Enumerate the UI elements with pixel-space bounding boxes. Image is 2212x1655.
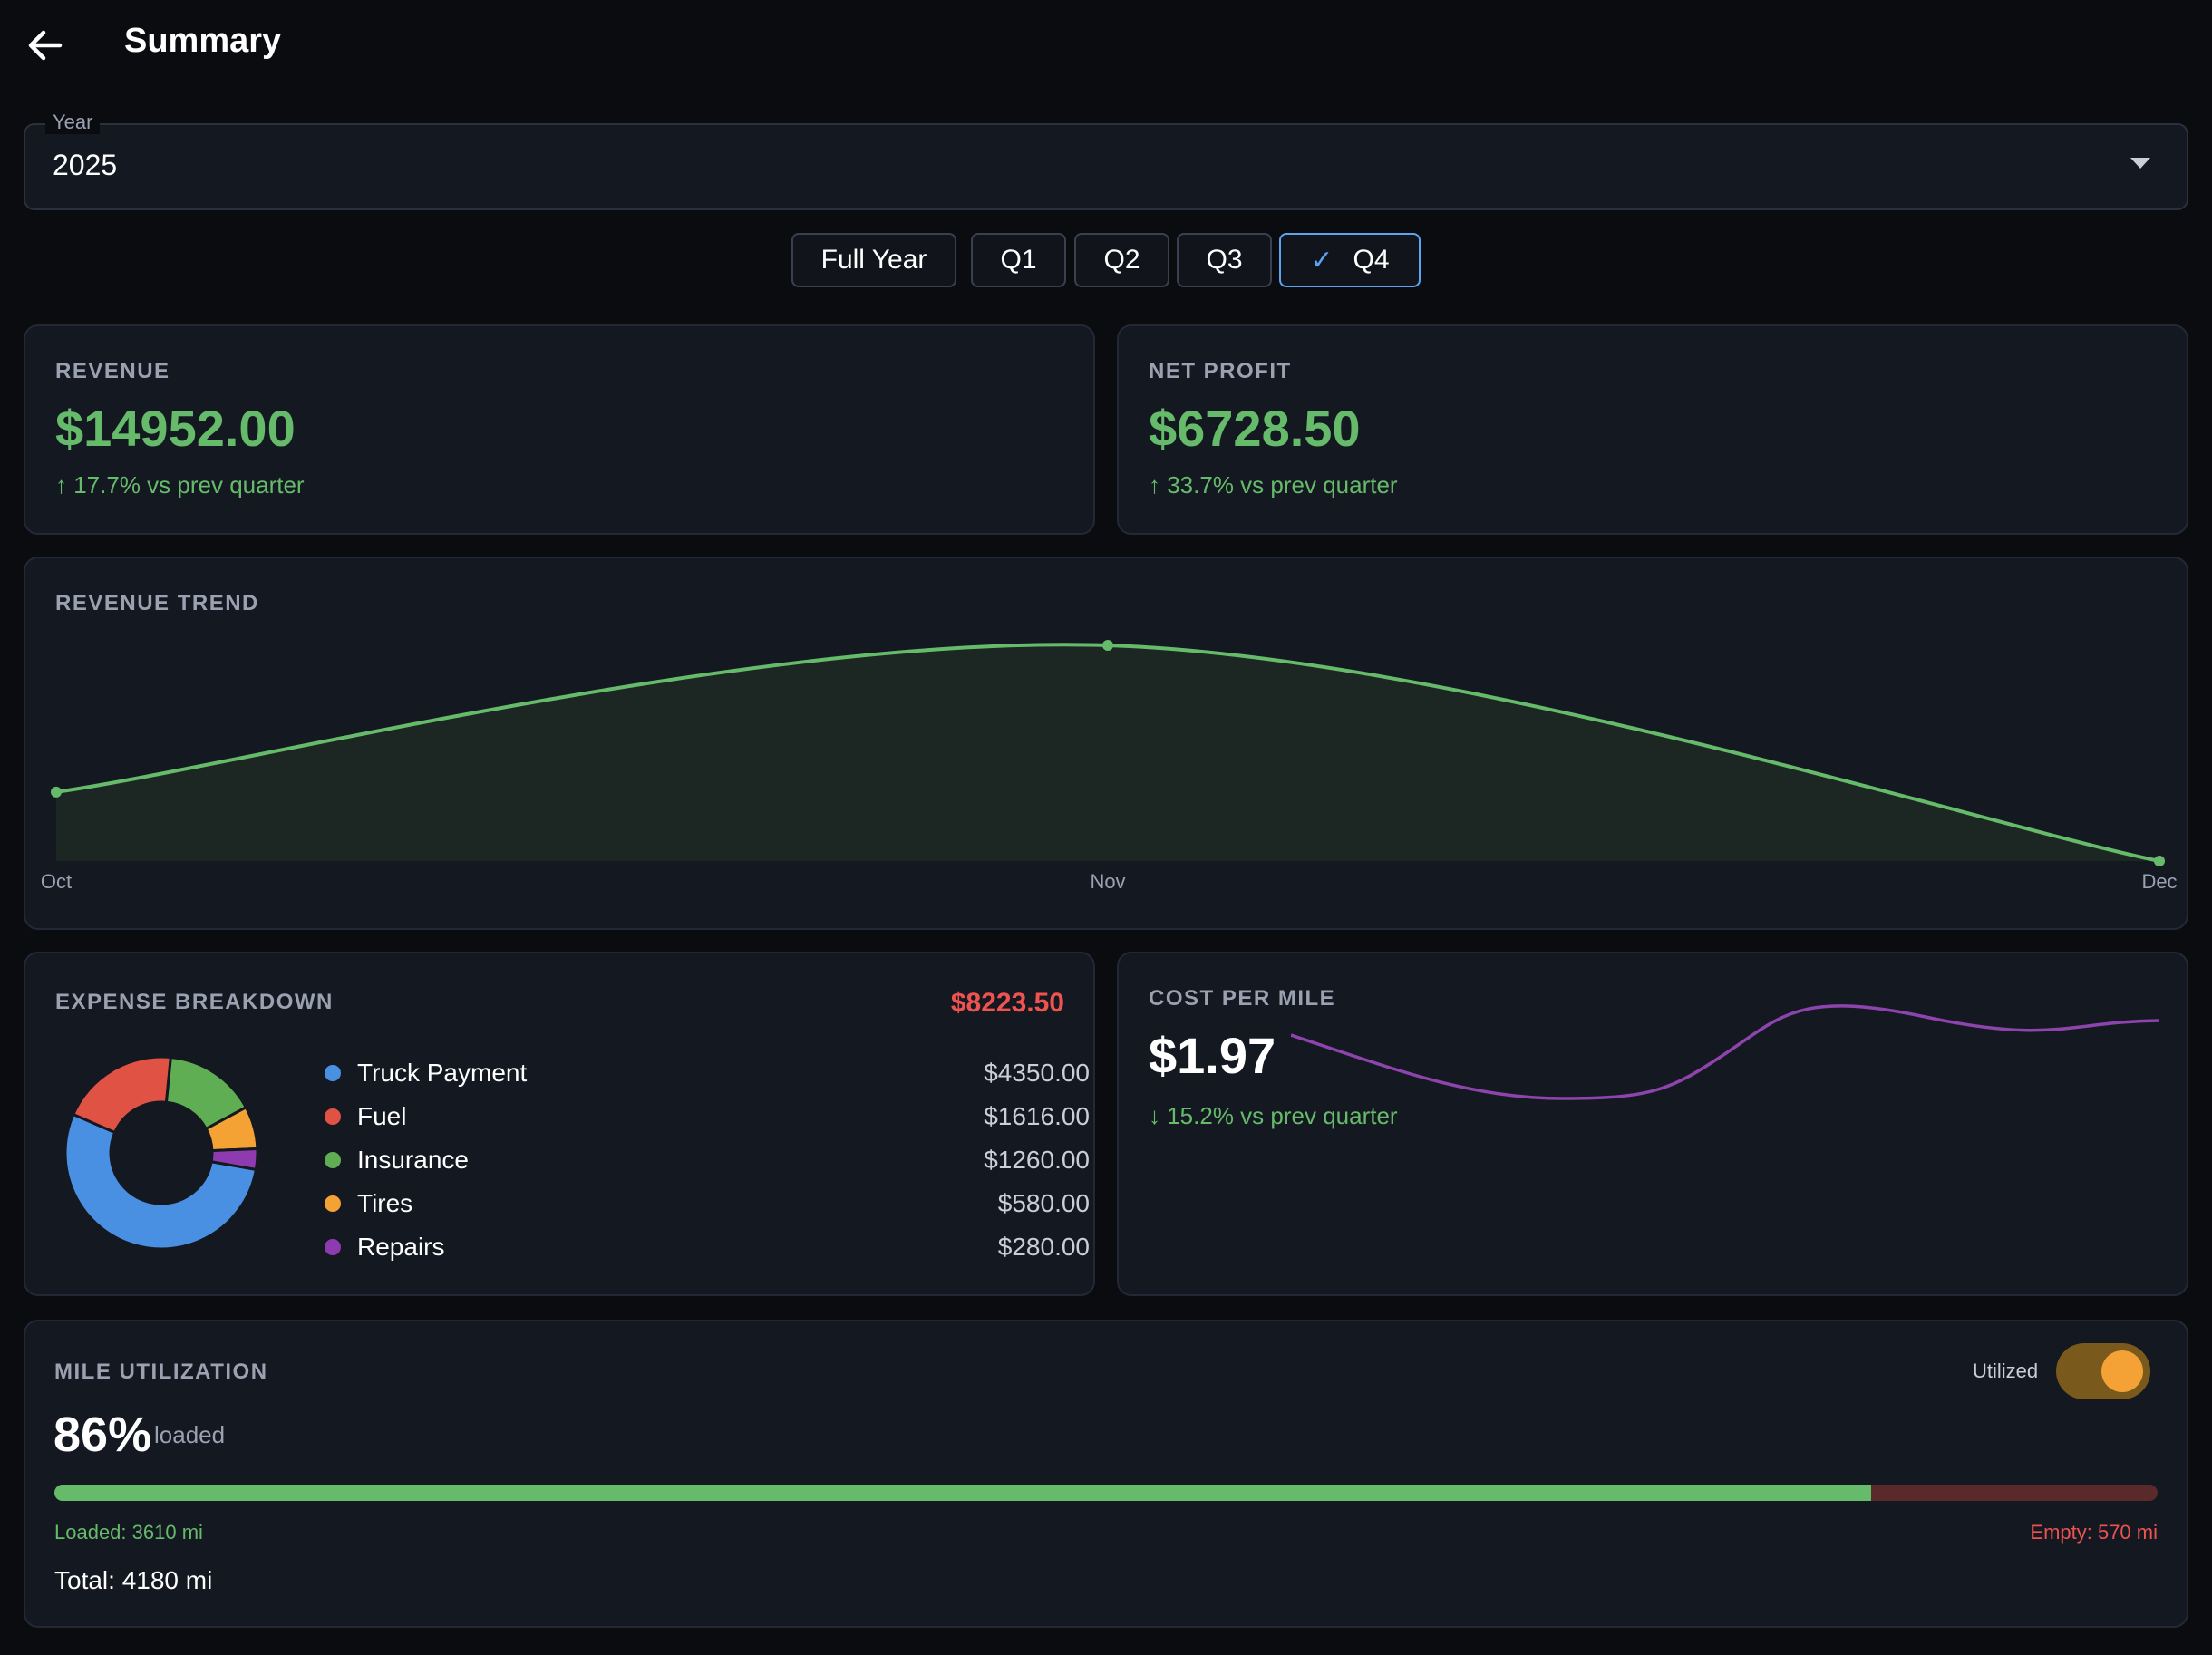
- mile-utilization-card: [24, 1320, 2188, 1628]
- expense-breakdown-card: EXPENSE BREAKDOWN $8223.50 Truck Payment…: [24, 952, 1095, 1296]
- expense-value: $4350.00: [984, 1059, 1090, 1087]
- check-icon: ✓: [1310, 245, 1334, 276]
- cost-per-mile-sparkline: [1291, 1004, 2160, 1100]
- expense-legend-row: Repairs $280.00: [325, 1229, 1090, 1265]
- expense-legend-row: Truck Payment $4350.00: [325, 1055, 1090, 1091]
- period-full-year-button[interactable]: Full Year: [791, 233, 956, 287]
- utilization-percent-label: loaded: [154, 1421, 226, 1448]
- revenue-trend-point: [51, 786, 62, 798]
- expense-legend-row: Insurance $1260.00: [325, 1142, 1090, 1178]
- period-q3-button[interactable]: Q3: [1177, 233, 1272, 287]
- mile-utilization-title: MILE UTILIZATION: [54, 1360, 268, 1384]
- legend-dot-icon: [325, 1152, 341, 1168]
- period-label: Q4: [1353, 245, 1390, 275]
- expense-legend-row: Fuel $1616.00: [325, 1098, 1090, 1135]
- utilization-progress-fill: [54, 1485, 1871, 1501]
- revenue-value: $14952.00: [55, 400, 296, 457]
- net-profit-delta: ↑ 33.7% vs prev quarter: [1149, 471, 1398, 498]
- expense-name: Truck Payment: [357, 1059, 528, 1087]
- empty-miles: Empty: 570 mi: [2030, 1521, 2158, 1544]
- year-select-value[interactable]: 2025: [53, 149, 118, 181]
- total-miles: Total: 4180 mi: [54, 1566, 213, 1594]
- utilization-progress-bar: [54, 1485, 2158, 1501]
- dropdown-caret-icon[interactable]: [2130, 158, 2150, 169]
- expense-donut-chart: [63, 1055, 259, 1251]
- expense-breakdown-title: EXPENSE BREAKDOWN: [55, 990, 334, 1014]
- revenue-trend-card: REVENUE TREND Oct Nov Dec: [24, 557, 2188, 930]
- loaded-miles: Loaded: 3610 mi: [54, 1521, 203, 1544]
- revenue-title: REVENUE: [55, 359, 170, 383]
- revenue-trend-point: [1102, 640, 1113, 651]
- expense-donut-slice: [63, 1112, 258, 1251]
- revenue-trend-area: [56, 644, 2159, 861]
- expense-donut-slice: [71, 1055, 173, 1135]
- expense-value: $580.00: [997, 1189, 1090, 1217]
- period-label: Q3: [1206, 245, 1243, 275]
- utilization-percent: 86%: [53, 1408, 152, 1462]
- utilized-toggle[interactable]: [2056, 1343, 2150, 1399]
- net-profit-title: NET PROFIT: [1149, 359, 1292, 383]
- legend-dot-icon: [325, 1195, 341, 1212]
- utilized-toggle-label: Utilized: [1973, 1360, 2039, 1382]
- expense-value: $280.00: [997, 1233, 1090, 1261]
- back-arrow-icon[interactable]: [20, 20, 71, 71]
- expense-name: Fuel: [357, 1102, 407, 1130]
- cost-per-mile-value: $1.97: [1149, 1027, 1276, 1084]
- net-profit-value: $6728.50: [1149, 400, 1361, 457]
- expense-name: Repairs: [357, 1233, 445, 1261]
- expense-name: Insurance: [357, 1146, 469, 1174]
- year-select-label: Year: [45, 111, 101, 134]
- legend-dot-icon: [325, 1239, 341, 1255]
- cost-per-mile-title: COST PER MILE: [1149, 986, 1336, 1011]
- page-title: Summary: [124, 22, 282, 60]
- expense-donut-slice: [209, 1147, 259, 1172]
- revenue-trend-x-tick: Oct: [41, 870, 72, 893]
- revenue-card: REVENUE $14952.00 ↑ 17.7% vs prev quarte…: [24, 324, 1095, 535]
- legend-dot-icon: [325, 1108, 341, 1125]
- revenue-trend-x-tick: Dec: [2141, 870, 2177, 893]
- period-q4-button[interactable]: ✓ Q4: [1279, 233, 1421, 287]
- legend-dot-icon: [325, 1065, 341, 1081]
- revenue-trend-title: REVENUE TREND: [55, 591, 259, 615]
- cost-per-mile-delta: ↓ 15.2% vs prev quarter: [1149, 1102, 1398, 1129]
- expense-value: $1616.00: [984, 1102, 1090, 1130]
- period-label: Full Year: [820, 245, 927, 275]
- revenue-trend-point: [2154, 856, 2165, 866]
- period-q1-button[interactable]: Q1: [971, 233, 1066, 287]
- toggle-knob: [2101, 1350, 2143, 1392]
- expense-total: $8223.50: [950, 988, 1064, 1018]
- year-select[interactable]: [24, 123, 2188, 210]
- expense-value: $1260.00: [984, 1146, 1090, 1174]
- expense-legend-row: Tires $580.00: [325, 1186, 1090, 1222]
- period-q2-button[interactable]: Q2: [1074, 233, 1169, 287]
- cost-per-mile-card: COST PER MILE $1.97 ↓ 15.2% vs prev quar…: [1117, 952, 2188, 1296]
- revenue-delta: ↑ 17.7% vs prev quarter: [55, 471, 305, 498]
- revenue-trend-x-tick: Nov: [1090, 870, 1125, 893]
- net-profit-card: NET PROFIT $6728.50 ↑ 33.7% vs prev quar…: [1117, 324, 2188, 535]
- period-label: Q2: [1103, 245, 1140, 275]
- expense-name: Tires: [357, 1189, 413, 1217]
- period-label: Q1: [1000, 245, 1037, 275]
- revenue-trend-chart: Oct Nov Dec: [41, 640, 2178, 893]
